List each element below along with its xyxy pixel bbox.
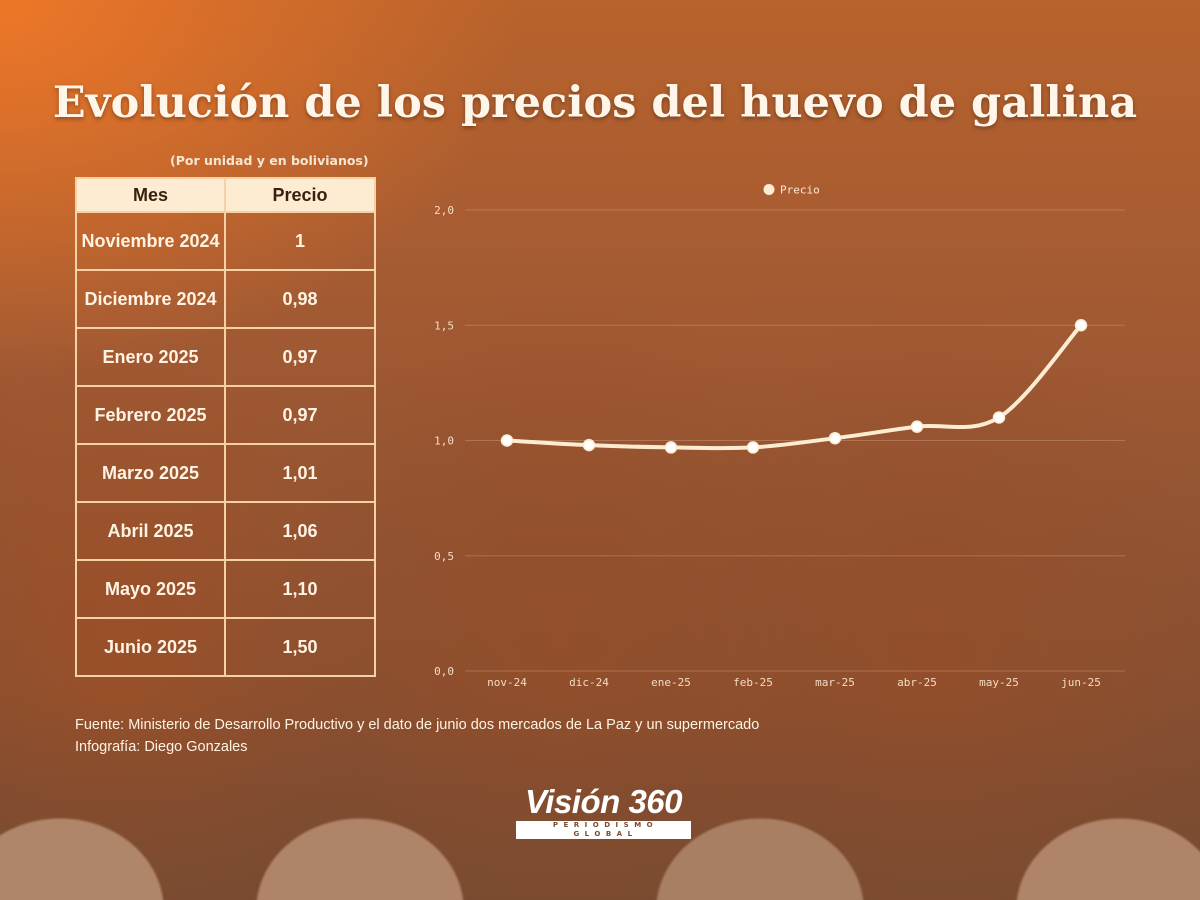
legend-label: Precio — [780, 184, 820, 197]
cell-mes: Diciembre 2024 — [75, 269, 226, 329]
table-row: Noviembre 2024 1 — [75, 211, 376, 271]
data-point — [664, 441, 678, 454]
cell-precio: 1,06 — [224, 501, 376, 561]
header-precio: Precio — [224, 177, 376, 213]
data-point — [910, 420, 924, 433]
y-tick-label: 1,0 — [434, 435, 454, 448]
cell-precio: 0,97 — [224, 327, 376, 387]
table-row: Enero 2025 0,97 — [75, 327, 376, 387]
logo-name: Visión 360 — [524, 783, 683, 820]
table-row: Abril 2025 1,06 — [75, 501, 376, 561]
cell-precio: 0,98 — [224, 269, 376, 329]
cell-precio: 1 — [224, 211, 376, 271]
cell-precio: 1,50 — [224, 617, 376, 677]
data-point — [992, 411, 1006, 424]
mes-label: Diciembre 2024 — [84, 288, 217, 309]
table-subtitle: (Por unidad y en bolivianos) — [170, 153, 369, 168]
mes-label: Junio 2025 — [103, 636, 198, 657]
mes-label: Noviembre 2024 — [81, 230, 220, 251]
x-tick-label: may-25 — [979, 676, 1019, 689]
price-line-chart: Precio 0,0 0,5 1,0 1,5 2,0 nov-24 dic-24 ene-2… — [434, 184, 1125, 689]
x-tick-label: feb-25 — [733, 676, 773, 689]
cell-mes: Enero 2025 — [75, 327, 226, 387]
x-tick-label: mar-25 — [815, 676, 855, 689]
table-row: Marzo 2025 1,01 — [75, 443, 376, 503]
chart-series — [500, 319, 1088, 454]
data-point — [828, 431, 842, 445]
page-title: Evolución de los precios del huevo de ga… — [52, 78, 1138, 128]
cell-mes: Marzo 2025 — [75, 443, 226, 503]
table-row: Junio 2025 1,50 — [75, 617, 376, 677]
mes-label: Mayo 2025 — [104, 578, 197, 599]
table-row: Diciembre 2024 0,98 — [75, 269, 376, 329]
x-tick-label: jun-25 — [1061, 676, 1101, 689]
x-tick-label: dic-24 — [569, 676, 609, 689]
table-row: Febrero 2025 0,97 — [75, 385, 376, 445]
data-point — [1074, 319, 1088, 332]
y-tick-label: 0,0 — [434, 665, 454, 678]
y-tick-label: 2,0 — [434, 204, 454, 217]
price-table: Mes Precio Noviembre 2024 1 Diciembre 202… — [75, 177, 376, 677]
chart-legend: Precio — [763, 184, 820, 197]
cell-mes: Abril 2025 — [75, 501, 226, 561]
cell-precio: 1,10 — [224, 559, 376, 619]
mes-label: Abril 2025 — [107, 520, 194, 541]
x-axis-ticks: nov-24 dic-24 ene-25 feb-25 mar-25 abr-25 may-… — [487, 676, 1101, 689]
cell-precio: 1,01 — [224, 443, 376, 503]
egg-tray-background — [0, 700, 1200, 900]
cell-mes: Junio 2025 — [75, 617, 226, 677]
chart-grid — [465, 209, 1125, 672]
table-row: Mayo 2025 1,10 — [75, 559, 376, 619]
data-point — [582, 438, 596, 452]
cell-precio: 0,97 — [224, 385, 376, 445]
series-line-precio — [505, 323, 1083, 451]
source-line: Fuente: Ministerio de Desarrollo Product… — [75, 717, 760, 733]
x-tick-label: ene-25 — [651, 676, 691, 689]
x-tick-label: abr-25 — [897, 676, 937, 689]
cell-mes: Noviembre 2024 — [75, 211, 226, 271]
legend-marker — [763, 184, 775, 195]
table-header-row: Mes Precio — [75, 177, 376, 213]
y-axis-ticks: 0,0 0,5 1,0 1,5 2,0 — [434, 204, 454, 678]
y-tick-label: 0,5 — [434, 550, 454, 563]
data-point — [500, 434, 514, 447]
cell-mes: Mayo 2025 — [75, 559, 226, 619]
mes-label: Febrero 2025 — [94, 404, 207, 425]
y-tick-label: 1,5 — [434, 319, 454, 332]
cell-mes: Febrero 2025 — [75, 385, 226, 445]
credit-line: Infografía: Diego Gonzales — [75, 739, 248, 755]
x-tick-label: nov-24 — [487, 676, 527, 689]
vision360-logo: Visión 360 PERIODISMO GLOBAL — [516, 784, 691, 839]
header-mes: Mes — [75, 177, 226, 213]
mes-label: Marzo 2025 — [101, 462, 200, 483]
logo-tagline: PERIODISMO GLOBAL — [516, 821, 691, 839]
mes-label: Enero 2025 — [102, 346, 199, 367]
source-note: Fuente: Ministerio de Desarrollo Product… — [75, 714, 759, 758]
data-point — [746, 441, 760, 454]
